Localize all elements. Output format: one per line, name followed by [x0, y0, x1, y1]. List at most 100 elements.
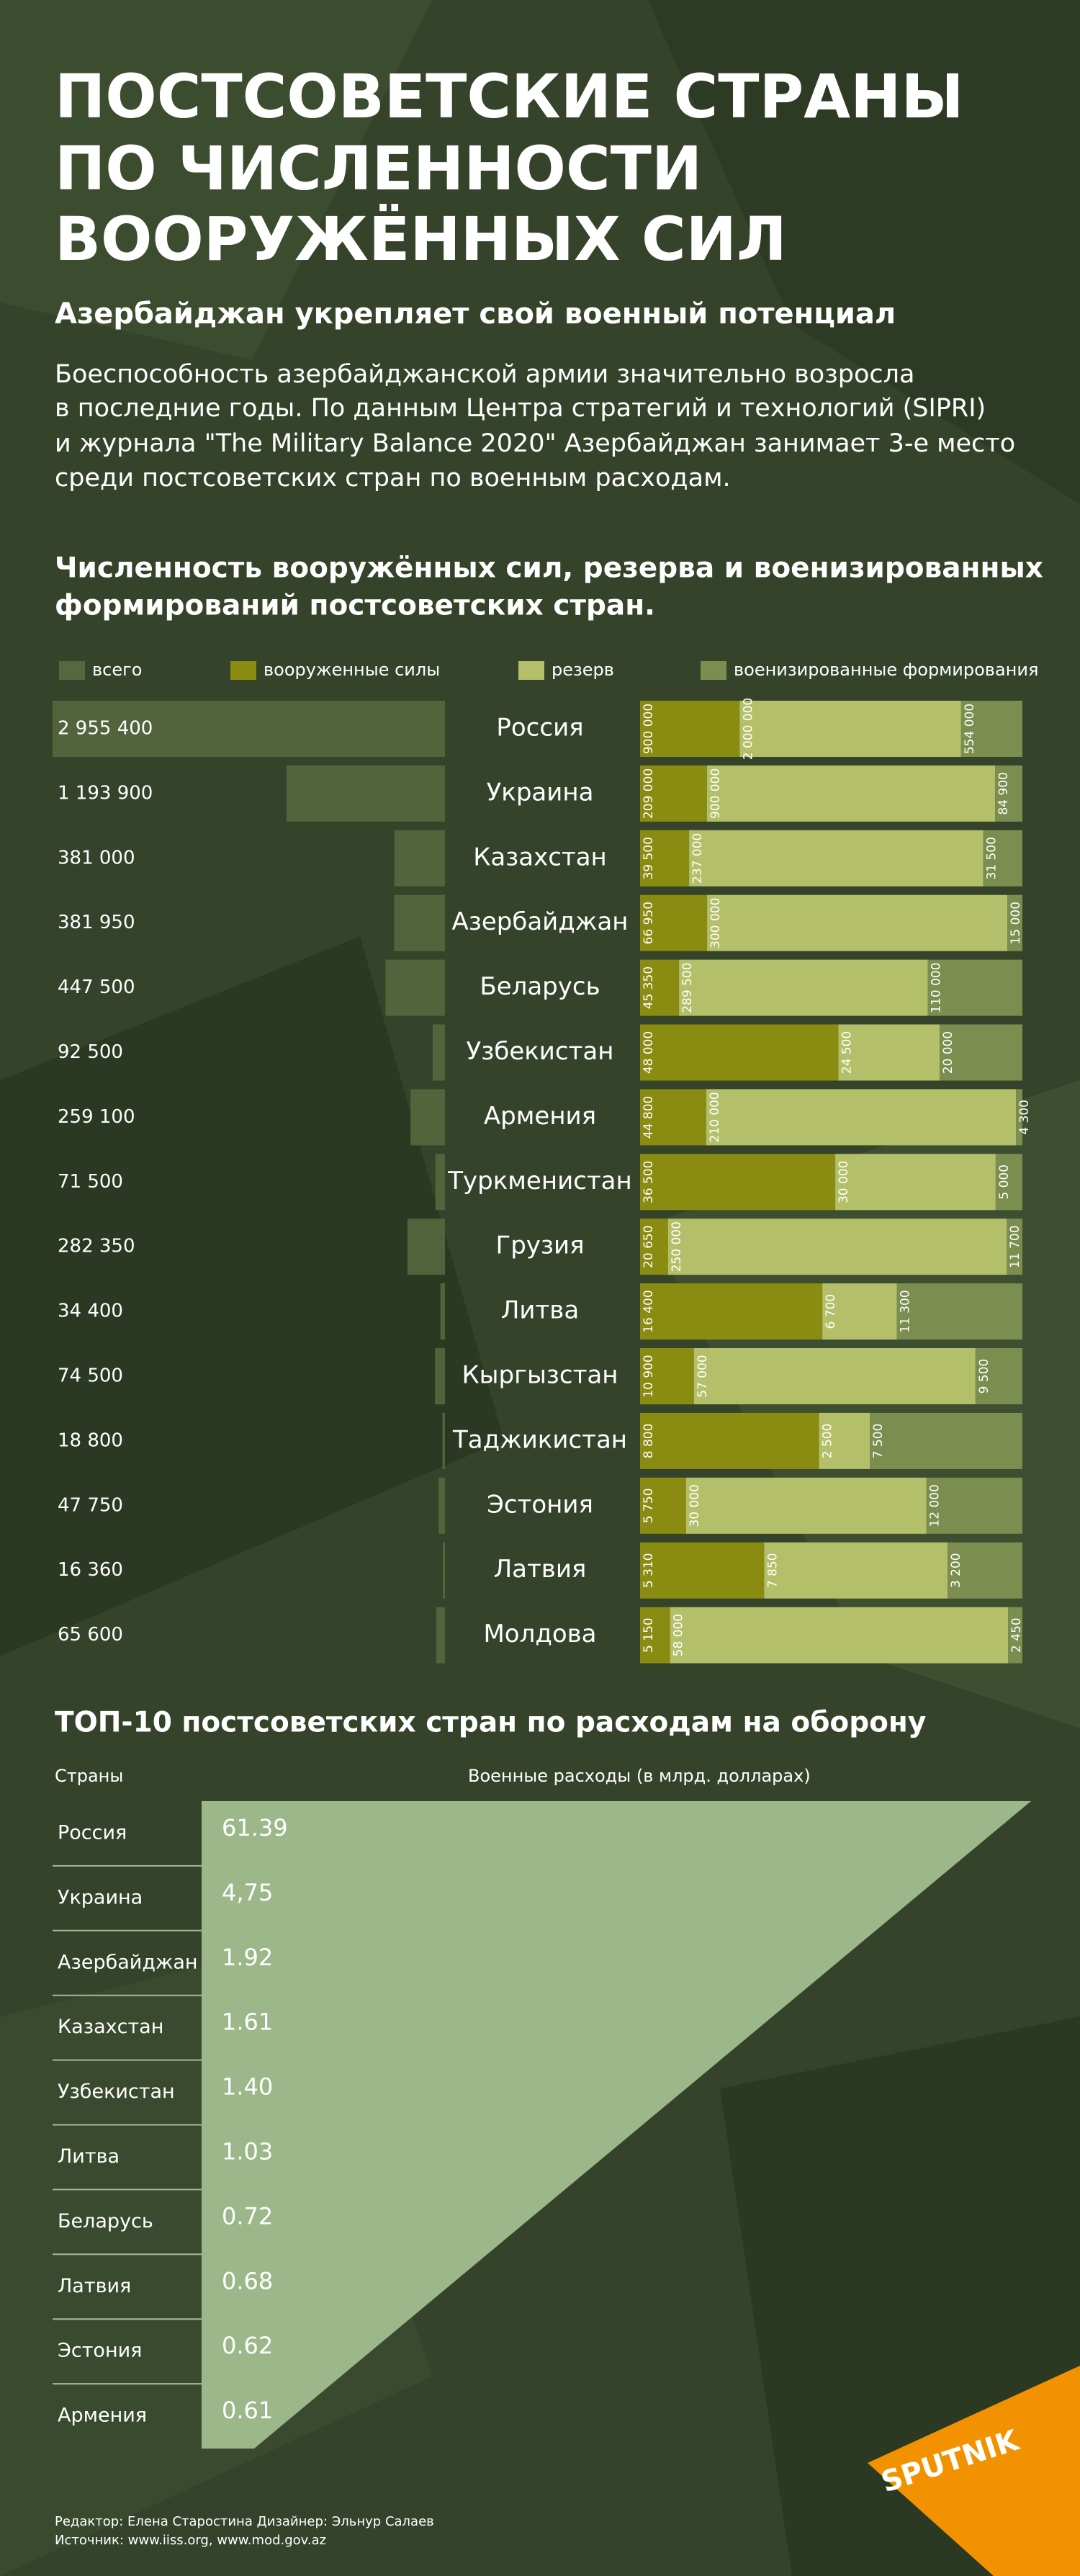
segment — [819, 1412, 870, 1469]
country-label: Литва — [501, 1296, 579, 1325]
segment-label: 30 000 — [837, 1161, 851, 1203]
total-bar — [432, 1024, 445, 1081]
country-label: Казахстан — [473, 843, 607, 871]
segment-label: 900 000 — [642, 704, 656, 754]
paragraph: в последние годы. По данным Центра страт… — [55, 394, 986, 423]
country-label: Россия — [496, 714, 583, 742]
segment — [835, 1154, 996, 1211]
segment-label: 5 750 — [642, 1488, 656, 1523]
total-bar — [394, 894, 445, 951]
country-name: Азербайджан — [58, 1951, 198, 1973]
segment — [1006, 1219, 1022, 1275]
camo — [0, 936, 504, 1656]
segment-label: 57 000 — [696, 1355, 710, 1397]
segment-label: 12 000 — [928, 1484, 942, 1527]
total-bar — [442, 1412, 445, 1469]
segment — [995, 1154, 1022, 1211]
segment — [927, 959, 1022, 1016]
total-label: 71 500 — [58, 1171, 123, 1193]
total-label: 1 193 900 — [58, 782, 153, 804]
title: ПОСТСОВЕТСКИЕ СТРАНЫ — [55, 61, 964, 132]
camo — [648, 0, 1080, 504]
segment — [706, 765, 996, 822]
segment-label: 31 500 — [985, 837, 999, 879]
segment-label: 250 000 — [670, 1221, 684, 1272]
segment — [670, 1607, 1009, 1664]
total-bar — [435, 1348, 445, 1404]
segment — [1007, 894, 1022, 951]
segment — [838, 1024, 940, 1081]
segment-label: 30 000 — [688, 1484, 702, 1527]
total-label: 92 500 — [58, 1041, 123, 1063]
legend-label: вооруженные силы — [264, 660, 440, 680]
total-label: 16 360 — [58, 1559, 123, 1581]
total-label: 259 100 — [58, 1106, 135, 1128]
segment — [640, 1154, 836, 1211]
segment-label: 7 850 — [765, 1553, 780, 1588]
segment — [960, 701, 1022, 757]
segment-label: 20 650 — [642, 1225, 656, 1267]
country-name: Украина — [58, 1886, 143, 1908]
country-name: Армения — [58, 2405, 147, 2427]
chart-title: формирований постсоветских стран. — [55, 590, 655, 622]
spending-value: 0.72 — [222, 2202, 273, 2230]
segment — [640, 1542, 765, 1599]
segment-label: 11 300 — [899, 1290, 913, 1332]
country-label: Туркменистан — [447, 1167, 631, 1195]
segment — [640, 1477, 686, 1534]
country-label: Армения — [484, 1102, 596, 1131]
segment — [1008, 1607, 1022, 1664]
segment-label: 289 500 — [680, 962, 695, 1013]
segment-label: 39 500 — [642, 837, 656, 879]
segment — [706, 1089, 1017, 1146]
segment — [640, 1024, 839, 1081]
segment — [685, 1477, 927, 1534]
total-label: 74 500 — [58, 1365, 123, 1387]
country-label: Кыргызстан — [462, 1361, 618, 1390]
segment — [640, 765, 707, 822]
spending-value: 0.62 — [222, 2332, 273, 2359]
segment-label: 5 000 — [997, 1164, 1012, 1200]
table-header: Военные расходы (в млрд. долларах) — [468, 1766, 811, 1786]
total-label: 47 750 — [58, 1494, 123, 1516]
segment-label: 2 450 — [1009, 1617, 1024, 1653]
segment — [640, 1219, 668, 1275]
segment-label: 16 400 — [642, 1290, 656, 1332]
total-label: 447 500 — [58, 977, 135, 998]
segment-label: 15 000 — [1009, 902, 1023, 944]
paragraph: и журнала "The Military Balance 2020" Аз… — [55, 429, 1015, 458]
segment-label: 2 000 000 — [741, 698, 755, 760]
legend-swatch — [230, 661, 256, 680]
segment-label: 10 900 — [642, 1355, 656, 1397]
segment-label: 5 150 — [642, 1617, 656, 1653]
segment-label: 8 800 — [642, 1424, 656, 1459]
total-label: 18 800 — [58, 1430, 123, 1451]
segment — [1016, 1089, 1022, 1146]
segment-label: 6 700 — [824, 1294, 838, 1329]
total-label: 65 600 — [58, 1624, 123, 1646]
total-bar — [410, 1089, 445, 1146]
segment-label: 48 000 — [642, 1031, 656, 1074]
segment — [822, 1283, 897, 1340]
total-bar — [407, 1219, 445, 1275]
country-name: Узбекистан — [58, 2081, 175, 2103]
credits: Редактор: Елена Старостина Дизайнер: Эль… — [55, 2514, 434, 2529]
segment-label: 36 500 — [642, 1161, 656, 1203]
total-bar — [53, 701, 445, 757]
country-name: Эстония — [58, 2340, 142, 2362]
segment-label: 58 000 — [672, 1614, 686, 1656]
total-bar — [442, 1542, 445, 1599]
country-label: Таджикистан — [452, 1425, 627, 1454]
total-bar — [385, 959, 445, 1016]
segment — [640, 830, 690, 887]
country-label: Азербайджан — [452, 907, 629, 936]
paragraph: Боеспособность азербайджанской армии зна… — [55, 360, 914, 389]
total-label: 381 000 — [58, 847, 135, 869]
segment-label: 66 950 — [642, 902, 656, 944]
segment-label: 84 900 — [996, 772, 1011, 814]
segment — [640, 894, 708, 951]
total-label: 282 350 — [58, 1236, 135, 1257]
segment-label: 9 500 — [977, 1359, 991, 1394]
spending-value: 4,75 — [222, 1879, 273, 1906]
total-label: 2 955 400 — [58, 718, 153, 740]
